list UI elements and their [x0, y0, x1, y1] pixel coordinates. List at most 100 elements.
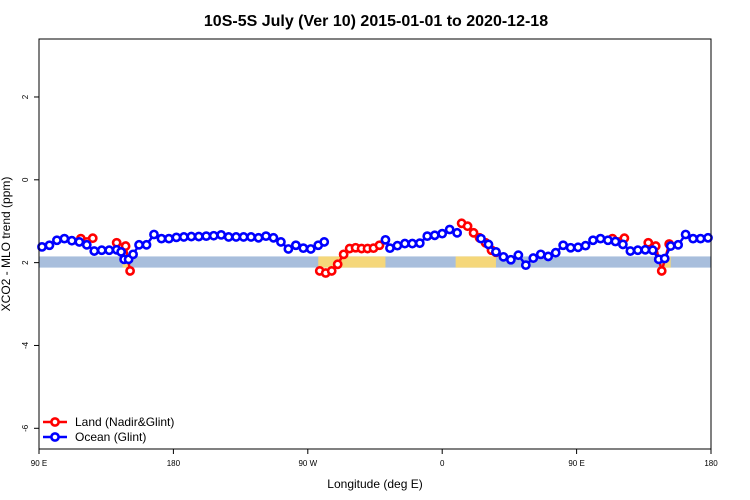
ocean-data-point	[695, 233, 706, 244]
land-data-point	[332, 259, 343, 270]
ocean-data-point	[116, 246, 127, 257]
land-band-segment	[455, 256, 496, 268]
ocean-data-point	[149, 229, 159, 240]
legend-land-marker	[50, 417, 60, 427]
ocean-data-point	[558, 240, 569, 251]
ocean-data-point	[483, 239, 494, 250]
ocean-data-point	[429, 230, 440, 241]
chart-title: 10S-5S July (Ver 10) 2015-01-01 to 2020-…	[204, 13, 548, 30]
ocean-data-point	[392, 240, 403, 251]
ocean-data-point	[491, 246, 501, 257]
ocean-data-point	[380, 234, 391, 245]
ocean-data-point	[535, 249, 546, 260]
ocean-data-point	[444, 224, 455, 235]
ocean-data-point	[688, 233, 698, 244]
ocean-data-point	[276, 237, 286, 247]
ocean-data-point	[505, 254, 516, 265]
y-axis: 2 0 2 -4 -6	[21, 94, 39, 432]
legend: Land (Nadir&Glint)Ocean (Glint)	[43, 415, 174, 444]
ocean-data-point	[498, 251, 509, 262]
ocean-data-point	[452, 227, 463, 238]
ocean-data-point	[305, 244, 316, 254]
x-tick-label: 180	[167, 459, 181, 468]
ocean-data-point	[223, 232, 234, 242]
ocean-data-point	[580, 240, 591, 251]
x-tick-label: 0	[440, 459, 445, 468]
x-tick-label: 90 W	[298, 459, 317, 468]
ocean-data-point	[104, 245, 115, 256]
ocean-data-point	[128, 249, 138, 260]
ocean-data-point	[422, 231, 433, 242]
land-data-point	[338, 249, 349, 260]
ocean-data-point	[96, 245, 107, 256]
legend-land-label: Land (Nadir&Glint)	[75, 415, 174, 429]
ocean-data-point	[298, 243, 309, 254]
ocean-data-point	[171, 232, 182, 243]
x-tick-label: 90 E	[568, 459, 584, 468]
ocean-data-point	[193, 231, 204, 242]
land-data-point	[462, 221, 473, 232]
ocean-data-point	[647, 245, 658, 256]
ocean-data-point	[550, 247, 561, 258]
ocean-data-point	[640, 244, 651, 255]
land-data-point	[656, 266, 667, 276]
y-tick-label: -4	[21, 341, 30, 349]
y-axis-label: XCO2 - MLO trend (ppm)	[0, 177, 13, 312]
ocean-data-point	[44, 240, 55, 251]
ocean-data-point	[238, 232, 249, 242]
ocean-data-point	[52, 235, 62, 246]
ocean-data-point	[407, 238, 418, 249]
ocean-data-point	[617, 239, 628, 250]
land-data-point	[374, 240, 385, 251]
ocean-data-point	[164, 233, 174, 244]
land-band-segment	[318, 256, 386, 268]
ocean-data-point	[186, 231, 197, 242]
y-tick-label: 2	[21, 260, 30, 265]
land-data-point	[87, 233, 98, 244]
ocean-data-point	[595, 233, 606, 244]
ocean-data-point	[231, 232, 242, 242]
ocean-data-point	[216, 229, 227, 240]
ocean-data-point	[66, 235, 77, 246]
ocean-data-point	[703, 232, 713, 243]
ocean-data-point	[201, 231, 212, 242]
ocean-data-point	[81, 239, 92, 250]
ocean-data-point	[573, 242, 583, 253]
ocean-series	[37, 224, 713, 271]
ocean-data-point	[246, 232, 256, 242]
ocean-data-point	[156, 233, 167, 244]
y-tick-label: 0	[21, 177, 30, 182]
plot-frame	[38, 38, 712, 450]
x-tick-label: 180	[704, 459, 718, 468]
legend-ocean-label: Ocean (Glint)	[75, 430, 146, 444]
ocean-data-point	[319, 237, 330, 247]
ocean-data-point	[659, 253, 670, 264]
land-data-point	[326, 266, 337, 276]
ocean-data-point	[261, 231, 271, 242]
ocean-data-point	[290, 240, 301, 251]
plot-area	[37, 218, 713, 278]
land-data-point	[468, 227, 479, 238]
ocean-data-point	[134, 239, 144, 250]
ocean-data-point	[528, 253, 539, 263]
ocean-data-point	[414, 238, 425, 249]
ocean-data-point	[437, 228, 448, 239]
y-tick-label: 2	[21, 94, 30, 99]
ocean-data-point	[625, 246, 636, 256]
ocean-data-point	[673, 239, 684, 250]
ocean-data-point	[89, 246, 100, 256]
ocean-data-point	[74, 237, 85, 247]
ocean-data-point	[680, 229, 691, 240]
ocean-data-point	[399, 238, 410, 249]
ocean-data-point	[543, 251, 554, 262]
x-axis-label: Longitude (deg E)	[327, 477, 422, 491]
ocean-data-point	[283, 244, 294, 254]
legend-ocean-marker	[50, 432, 60, 442]
ocean-data-point	[665, 241, 676, 251]
y-tick-label: -6	[21, 424, 30, 432]
ocean-data-point	[520, 260, 531, 271]
ocean-data-point	[59, 233, 70, 244]
ocean-data-point	[208, 230, 219, 241]
ocean-data-point	[268, 232, 279, 243]
